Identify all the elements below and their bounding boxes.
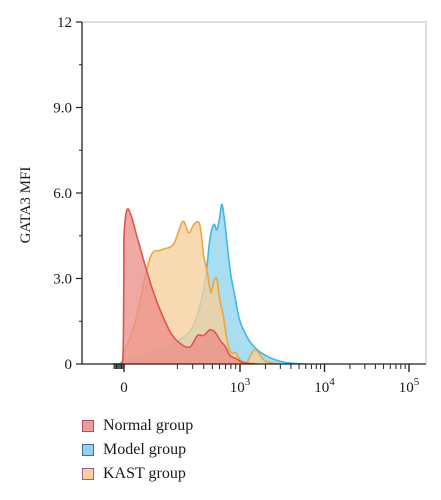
series-normal-group-area: [112, 208, 258, 364]
legend-swatch-normal: [82, 420, 94, 432]
legend-swatch-model: [82, 444, 94, 456]
legend-item-kast: KAST group: [82, 462, 193, 486]
plot-area: [112, 203, 306, 364]
x-tick-label-104: 104: [314, 376, 335, 396]
legend-label-normal: Normal group: [103, 417, 194, 434]
y-axis-label: GATA3 MFI: [18, 167, 34, 244]
legend-swatch-kast: [82, 468, 94, 480]
legend-label-kast: KAST group: [103, 465, 186, 482]
series-normal-group-line: [112, 208, 258, 364]
axes: 0 3.0 6.0 9.0 12 0 103 104 105: [53, 15, 427, 396]
legend-label-model: Model group: [103, 441, 187, 458]
x-tick-label-105: 105: [399, 376, 420, 396]
y-tick-label-6.0: 6.0: [53, 186, 72, 202]
x-tick-label-0: 0: [120, 380, 128, 396]
legend: Normal group Model group KAST group: [82, 414, 193, 486]
y-tick-label-12: 12: [57, 15, 72, 31]
y-tick-label-0: 0: [65, 357, 73, 373]
y-tick-label-9.0: 9.0: [53, 101, 72, 117]
y-tick-label-3.0: 3.0: [53, 272, 72, 288]
x-tick-label-103: 103: [230, 376, 251, 396]
legend-item-normal: Normal group: [82, 414, 193, 438]
legend-item-model: Model group: [82, 438, 193, 462]
